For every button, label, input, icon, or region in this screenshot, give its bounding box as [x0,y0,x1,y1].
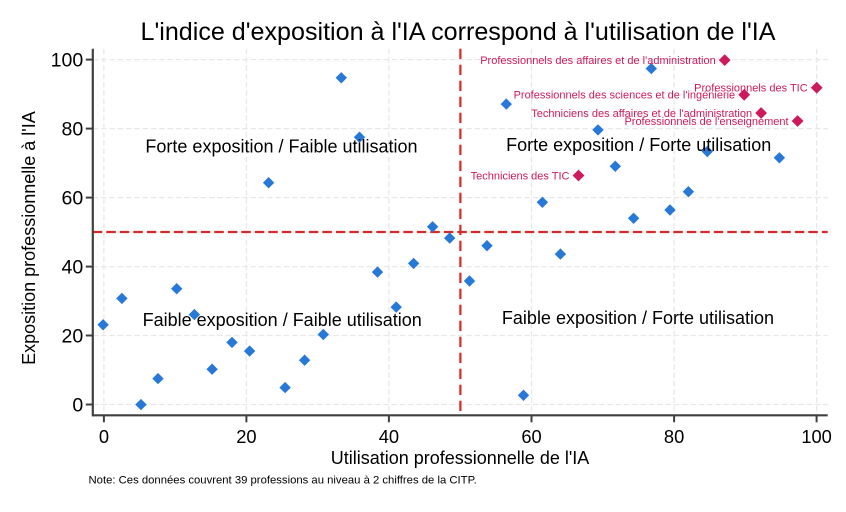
svg-text:40: 40 [61,257,83,279]
svg-text:60: 60 [61,188,83,210]
svg-text:Note: Ces données couvrent 39: Note: Ces données couvrent 39 profession… [89,475,477,487]
svg-text:L'indice d'exposition à l'IA c: L'indice d'exposition à l'IA correspond … [141,18,776,46]
svg-text:Utilisation professionnelle de: Utilisation professionnelle de l'IA [331,448,590,468]
svg-text:20: 20 [61,326,83,348]
svg-text:Professionnels des affaires et: Professionnels des affaires et de l'admi… [480,55,715,67]
svg-text:20: 20 [236,426,256,447]
svg-text:80: 80 [61,119,83,141]
svg-text:Exposition professionnelle à l: Exposition professionnelle à l'IA [19,111,39,365]
svg-text:40: 40 [379,426,399,447]
svg-text:100: 100 [51,50,84,72]
svg-text:0: 0 [72,395,83,417]
svg-text:Professionnels des TIC: Professionnels des TIC [694,83,808,95]
svg-text:0: 0 [99,426,109,447]
svg-text:Professionnels des sciences et: Professionnels des sciences et de l'ingé… [514,90,736,102]
svg-text:Faible exposition / Forte util: Faible exposition / Forte utilisation [502,308,774,328]
svg-text:Forte exposition / Forte utili: Forte exposition / Forte utilisation [506,135,771,155]
svg-text:Faible exposition / Faible uti: Faible exposition / Faible utilisation [143,310,422,330]
svg-text:Techniciens des TIC: Techniciens des TIC [471,170,570,182]
svg-text:Professionnels de l'enseigneme: Professionnels de l'enseignement [624,116,788,128]
svg-text:Techniciens des affaires et de: Techniciens des affaires et de l'adminis… [531,108,752,120]
svg-text:80: 80 [664,426,684,447]
svg-text:Forte exposition / Faible util: Forte exposition / Faible utilisation [145,136,417,156]
svg-text:100: 100 [801,426,832,447]
svg-text:60: 60 [521,426,541,447]
